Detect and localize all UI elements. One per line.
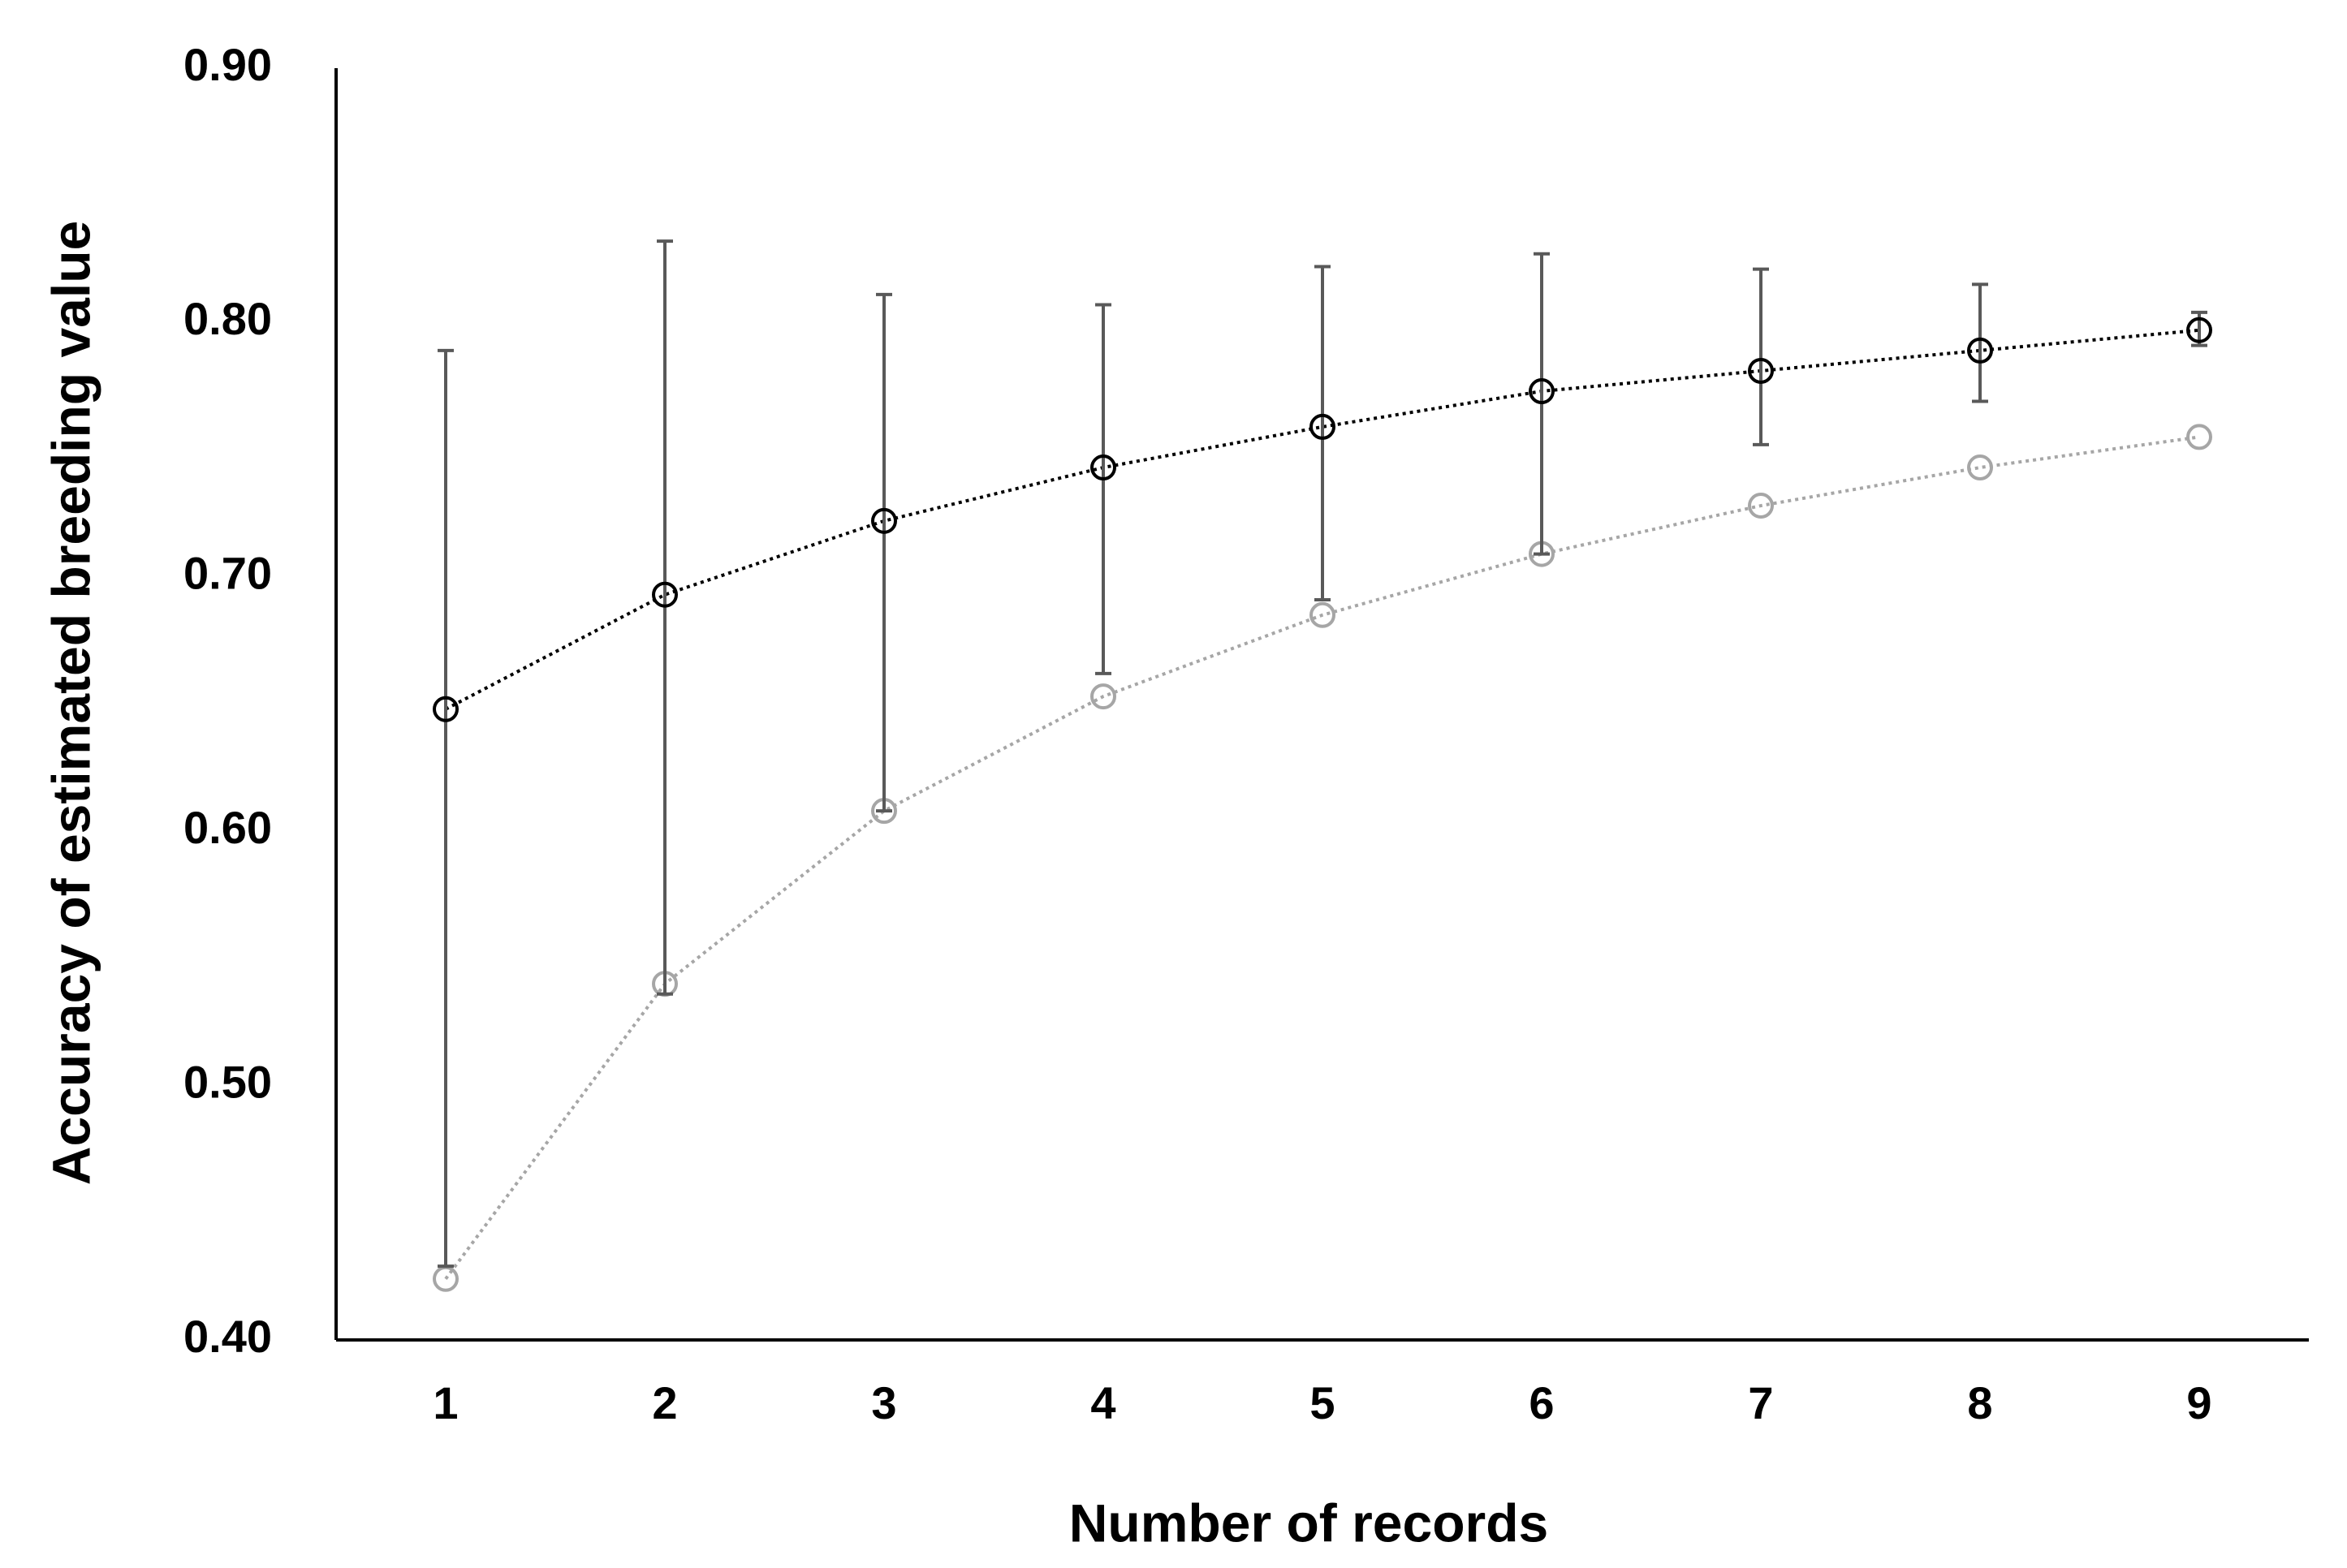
y-axis-title: Accuracy of estimated breeding value bbox=[41, 221, 101, 1185]
x-tick-label: 1 bbox=[433, 1377, 458, 1428]
series-line bbox=[445, 328, 2200, 711]
marker bbox=[871, 507, 897, 534]
y-tick-label: 0.90 bbox=[183, 39, 272, 90]
x-tick-label: 9 bbox=[2186, 1377, 2211, 1428]
marker bbox=[433, 696, 459, 722]
marker bbox=[1748, 493, 1774, 519]
y-tick-label: 0.60 bbox=[183, 802, 272, 853]
x-tick-label: 8 bbox=[1967, 1377, 1992, 1428]
marker bbox=[2186, 317, 2212, 343]
x-tick-label: 2 bbox=[652, 1377, 677, 1428]
series-line bbox=[444, 435, 2200, 1280]
marker bbox=[1748, 357, 1774, 384]
marker bbox=[1309, 413, 1335, 440]
marker bbox=[2186, 424, 2212, 450]
marker bbox=[652, 581, 678, 608]
x-tick-label: 3 bbox=[871, 1377, 896, 1428]
x-tick-label: 4 bbox=[1090, 1377, 1115, 1428]
x-axis-title: Number of records bbox=[1069, 1493, 1548, 1553]
y-tick-label: 0.50 bbox=[183, 1056, 272, 1107]
marker bbox=[1967, 454, 1993, 481]
marker bbox=[1529, 378, 1555, 405]
marker bbox=[1090, 683, 1116, 710]
y-tick-label: 0.70 bbox=[183, 548, 272, 599]
x-tick-label: 6 bbox=[1529, 1377, 1554, 1428]
x-tick-label: 5 bbox=[1309, 1377, 1335, 1428]
marker bbox=[1309, 601, 1335, 628]
x-tick-label: 7 bbox=[1748, 1377, 1773, 1428]
marker bbox=[1967, 337, 1993, 364]
marker bbox=[1090, 454, 1116, 481]
y-tick-label: 0.80 bbox=[183, 293, 272, 344]
y-tick-label: 0.40 bbox=[183, 1311, 272, 1362]
